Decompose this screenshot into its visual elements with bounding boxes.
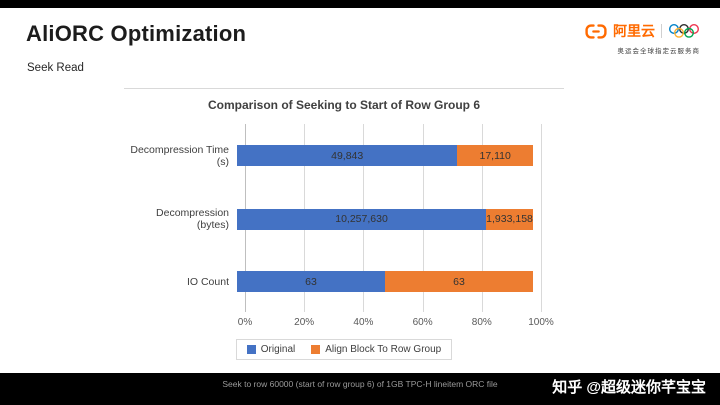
bar-segment: 63: [385, 271, 533, 293]
legend-item: Align Block To Row Group: [311, 344, 441, 355]
bar-segment: 1,933,158: [486, 208, 533, 230]
alibaba-cloud-icon: [585, 23, 607, 39]
x-tick-label: 20%: [294, 317, 315, 328]
bar-value-label: 1,933,158: [486, 213, 533, 226]
bar-segment: 10,257,630: [237, 208, 487, 230]
chart-plot: Decompression Time (s) 49,843 17,110 Decomp…: [124, 124, 564, 332]
stacked-bar: 63 63: [237, 271, 533, 293]
category-label: Decompression (bytes): [156, 207, 229, 232]
x-tick-label: 80%: [471, 317, 492, 328]
page-subtitle: Seek Read: [27, 62, 84, 74]
logo-tagline: 奥运会全球指定云服务商: [617, 48, 700, 55]
x-tick-label: 0%: [237, 317, 253, 328]
zhihu-watermark: 知乎 @超级迷你芊宝宝: [544, 376, 706, 397]
alibaba-cloud-logo: 阿里云 奥运会全球指定云服务商: [585, 21, 700, 55]
bar-value-label: 63: [305, 275, 317, 288]
category-label: Decompression Time (s): [130, 143, 229, 168]
bar-value-label: 63: [453, 275, 465, 288]
x-tick-label: 60%: [412, 317, 433, 328]
chart-row: IO Count 63 63: [124, 271, 564, 293]
x-tick-label: 40%: [353, 317, 374, 328]
legend-swatch: [246, 345, 256, 354]
chart-title: Comparison of Seeking to Start of Row Gr…: [207, 98, 480, 112]
legend-item: Original: [246, 344, 296, 355]
x-axis-ticks: 0% 20% 40% 60% 80% 100%: [238, 317, 554, 332]
slide: AliORC Optimization Seek Read 阿里云: [0, 8, 720, 374]
logo-divider: [661, 24, 662, 38]
bar-value-label: 17,110: [479, 149, 511, 162]
gridline: [541, 124, 542, 312]
bar-chart: Comparison of Seeking to Start of Row Gr…: [124, 88, 564, 360]
chart-legend: Original Align Block To Row Group: [235, 339, 453, 360]
stacked-bar: 10,257,630 1,933,158: [237, 208, 533, 230]
bar-segment: 17,110: [457, 145, 533, 167]
bar-value-label: 10,257,630: [335, 213, 388, 226]
olympic-rings-icon: [668, 23, 700, 39]
page-title: AliORC Optimization: [26, 21, 247, 46]
legend-label: Original: [260, 344, 296, 355]
chart-row: Decompression Time (s) 49,843 17,110: [124, 144, 564, 168]
brand-name: 阿里云: [613, 23, 655, 39]
logo-row: 阿里云: [585, 21, 700, 41]
legend-label: Align Block To Row Group: [325, 344, 442, 355]
category-label: IO Count: [186, 275, 229, 288]
bar-segment: 49,843: [237, 145, 458, 167]
footer-bar: Seek to row 60000 (start of row group 6)…: [0, 373, 720, 405]
chart-caption: Seek to row 60000 (start of row group 6)…: [222, 379, 498, 389]
bar-value-label: 49,843: [331, 149, 364, 162]
stacked-bar: 49,843 17,110: [237, 145, 533, 167]
legend-swatch: [311, 345, 321, 354]
chart-row: Decompression (bytes) 10,257,630 1,933,158: [124, 207, 564, 231]
chart-rows: Decompression Time (s) 49,843 17,110 Decomp…: [124, 124, 564, 312]
bar-segment: 63: [237, 271, 385, 293]
x-tick-label: 100%: [528, 317, 554, 328]
